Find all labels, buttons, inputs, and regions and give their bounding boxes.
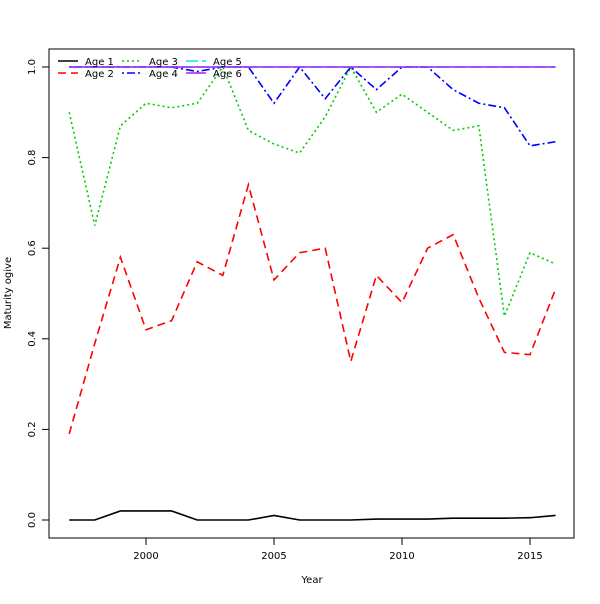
legend-label: Age 1 (85, 57, 114, 68)
y-tick-label: 0.0 (27, 512, 38, 528)
plot-frame (48, 48, 575, 539)
legend-label: Age 2 (85, 69, 114, 80)
legend-label: Age 5 (213, 57, 242, 68)
legend-label: Age 6 (213, 69, 242, 80)
y-axis-label: Maturity ogive (3, 257, 14, 329)
series-line-age-2 (68, 181, 557, 435)
y-tick-label: 1.0 (27, 59, 38, 75)
series-line-age-3 (68, 65, 556, 320)
legend-label: Age 3 (149, 57, 178, 68)
x-axis-label: Year (300, 575, 323, 586)
y-tick-label: 0.2 (27, 421, 38, 437)
x-tick-label: 2010 (389, 551, 414, 562)
y-tick-label: 0.8 (27, 150, 38, 166)
x-tick-label: 2015 (517, 551, 542, 562)
x-tick-label: 2000 (133, 551, 158, 562)
y-tick-label: 0.4 (27, 331, 38, 347)
series-line-age-4 (69, 65, 556, 147)
series-line-age-1 (69, 510, 556, 521)
legend-label: Age 4 (149, 69, 178, 80)
y-tick-label: 0.6 (27, 240, 38, 256)
x-tick-label: 2005 (261, 551, 286, 562)
